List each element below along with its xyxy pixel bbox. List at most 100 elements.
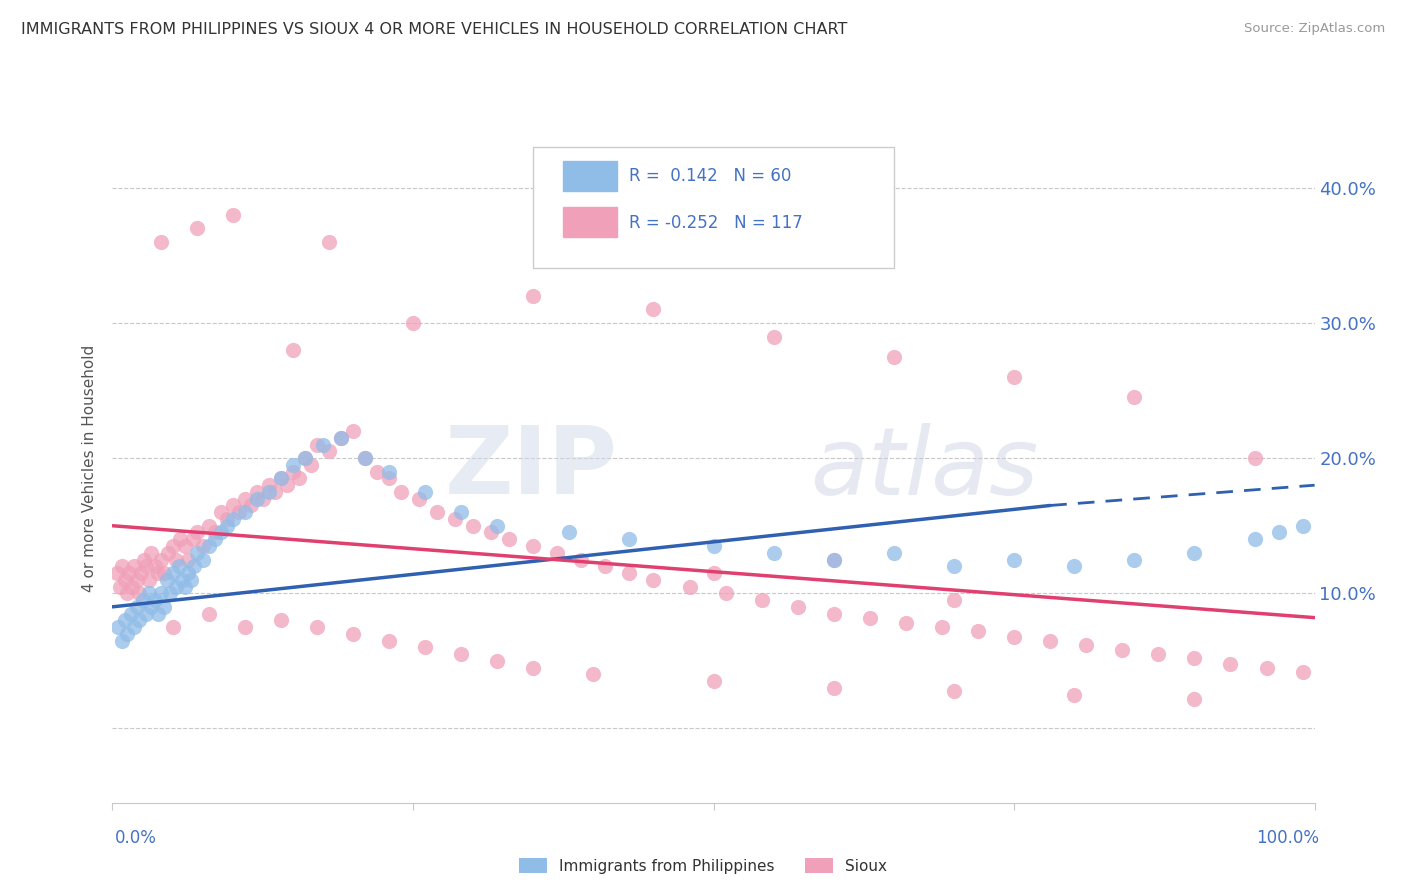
Point (257, 485, 280, 500)
Point (270, 613, 292, 627)
Point (823, 681, 845, 695)
Point (288, 471, 311, 485)
Point (643, 573, 665, 587)
Point (389, 485, 412, 500)
Point (180, 573, 202, 587)
Point (522, 289, 544, 303)
Point (138, 586, 160, 600)
Bar (564, 161, 617, 191)
Point (281, 343, 304, 357)
Point (1147, 647, 1170, 661)
Point (156, 546, 179, 560)
Point (108, 580, 131, 594)
Point (461, 518, 484, 533)
Point (413, 485, 436, 500)
Point (128, 586, 150, 600)
Point (942, 559, 965, 574)
Point (479, 525, 502, 540)
Point (215, 512, 238, 526)
Point (169, 533, 191, 547)
Point (115, 627, 138, 641)
Point (450, 647, 472, 661)
Point (186, 525, 208, 540)
Point (281, 458, 304, 472)
Point (165, 580, 187, 594)
Point (139, 546, 162, 560)
Point (942, 593, 965, 607)
Text: 100.0%: 100.0% (1256, 829, 1319, 847)
Point (183, 559, 205, 574)
Point (354, 451, 377, 466)
Point (114, 613, 136, 627)
Point (135, 559, 157, 574)
Point (135, 607, 157, 621)
Point (173, 539, 195, 553)
Point (762, 329, 785, 343)
Point (402, 316, 425, 330)
Point (153, 599, 176, 614)
Point (162, 539, 184, 553)
Point (318, 444, 340, 458)
Point (967, 624, 990, 639)
Point (450, 505, 472, 519)
Point (522, 660, 544, 674)
Point (181, 533, 204, 547)
Point (786, 599, 808, 614)
Point (1184, 651, 1206, 665)
Point (125, 573, 148, 587)
Point (146, 607, 169, 621)
Point (305, 437, 328, 451)
Point (413, 640, 436, 655)
Point (1002, 552, 1025, 566)
Y-axis label: 4 or more Vehicles in Household: 4 or more Vehicles in Household (82, 344, 97, 592)
Point (444, 512, 467, 526)
Point (619, 533, 641, 547)
Point (894, 615, 917, 630)
Point (486, 654, 509, 668)
Point (186, 221, 208, 235)
Point (162, 566, 184, 580)
Point (197, 518, 219, 533)
Point (252, 491, 274, 506)
Point (120, 607, 142, 621)
Point (197, 607, 219, 621)
Point (131, 566, 153, 580)
Point (1184, 691, 1206, 706)
Point (111, 633, 134, 648)
Point (153, 566, 176, 580)
Point (643, 302, 665, 317)
Point (149, 552, 172, 566)
Point (751, 593, 773, 607)
Point (1243, 451, 1265, 466)
Point (378, 471, 401, 485)
Text: 0.0%: 0.0% (115, 829, 157, 847)
Point (228, 505, 250, 519)
Point (204, 525, 226, 540)
Point (107, 620, 129, 634)
Point (143, 593, 166, 607)
Point (595, 559, 617, 574)
Point (162, 620, 184, 634)
Point (1123, 552, 1146, 566)
Point (209, 525, 232, 540)
Point (246, 491, 269, 506)
Point (702, 539, 725, 553)
Point (318, 235, 340, 249)
Text: R =  0.142   N = 60: R = 0.142 N = 60 (630, 167, 792, 185)
Point (1243, 533, 1265, 547)
Point (122, 559, 145, 574)
Point (167, 559, 190, 574)
Point (132, 552, 155, 566)
Legend: Immigrants from Philippines, Sioux: Immigrants from Philippines, Sioux (513, 852, 893, 880)
Point (146, 566, 169, 580)
Point (714, 586, 737, 600)
Point (257, 478, 280, 492)
Point (1123, 390, 1146, 404)
Point (1267, 525, 1289, 540)
Text: Source: ZipAtlas.com: Source: ZipAtlas.com (1244, 22, 1385, 36)
Point (378, 633, 401, 648)
Point (246, 485, 269, 500)
Point (426, 505, 449, 519)
Point (131, 593, 153, 607)
Point (702, 566, 725, 580)
